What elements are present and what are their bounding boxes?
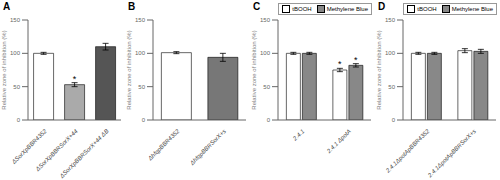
svg-text:2.4.1 ΔpotA: 2.4.1 ΔpotA [325, 128, 352, 155]
svg-text:100: 100 [385, 50, 396, 56]
svg-text:*: * [73, 74, 77, 84]
svg-text:150: 150 [385, 17, 396, 23]
svg-text:2.4.1ΔpotApBBR4352: 2.4.1ΔpotApBBR4352 [384, 128, 431, 175]
svg-text:50: 50 [13, 84, 20, 90]
svg-text:50: 50 [388, 84, 395, 90]
svg-text:Relative zone of inhibition (%: Relative zone of inhibition (%) [251, 30, 257, 109]
svg-text:ΔSorXpBBRSorX+44: ΔSorXpBBRSorX+44 [34, 128, 79, 173]
html-text:Methylene Blue: Methylene Blue [451, 6, 493, 12]
svg-text:Relative zone of inhibition (%: Relative zone of inhibition (%) [376, 30, 382, 109]
svg-text:*: * [338, 59, 342, 69]
html-text:tBOOH: tBOOH [292, 6, 312, 12]
svg-text:50: 50 [263, 84, 270, 90]
svg-text:ΔSorXpBBR4352: ΔSorXpBBR4352 [10, 128, 48, 165]
html-text:B: B [128, 1, 136, 12]
svg-text:*: * [354, 55, 358, 65]
svg-text:ΔhfqpBBR4352: ΔhfqpBBR4352 [146, 128, 181, 163]
html-text:C: C [253, 1, 261, 12]
svg-text:150: 150 [10, 17, 21, 23]
svg-text:100: 100 [260, 50, 271, 56]
html-text:A: A [3, 1, 11, 12]
svg-text:ΔhfqpBBRSorX+s: ΔhfqpBBRSorX+s [188, 128, 227, 167]
html-text:D: D [378, 1, 386, 12]
svg-text:0: 0 [142, 117, 146, 123]
svg-text:150: 150 [135, 17, 146, 23]
svg-text:2.4.1: 2.4.1 [291, 128, 305, 142]
svg-text:150: 150 [260, 17, 271, 23]
svg-text:100: 100 [10, 50, 21, 56]
html-text:Methylene Blue: Methylene Blue [326, 6, 368, 12]
svg-text:Relative zone of inhibition (%: Relative zone of inhibition (%) [126, 30, 132, 109]
svg-text:ΔSorXpBBRSorX+44 ΔB: ΔSorXpBBRSorX+44 ΔB [58, 128, 110, 180]
svg-text:2.4.1ΔpotApBBRSorX+s: 2.4.1ΔpotApBBRSorX+s [426, 128, 477, 179]
svg-text:0: 0 [392, 117, 396, 123]
svg-text:100: 100 [135, 50, 146, 56]
svg-text:0: 0 [267, 117, 271, 123]
svg-text:0: 0 [17, 117, 21, 123]
svg-text:50: 50 [138, 84, 145, 90]
html-text:tBOOH: tBOOH [417, 6, 437, 12]
